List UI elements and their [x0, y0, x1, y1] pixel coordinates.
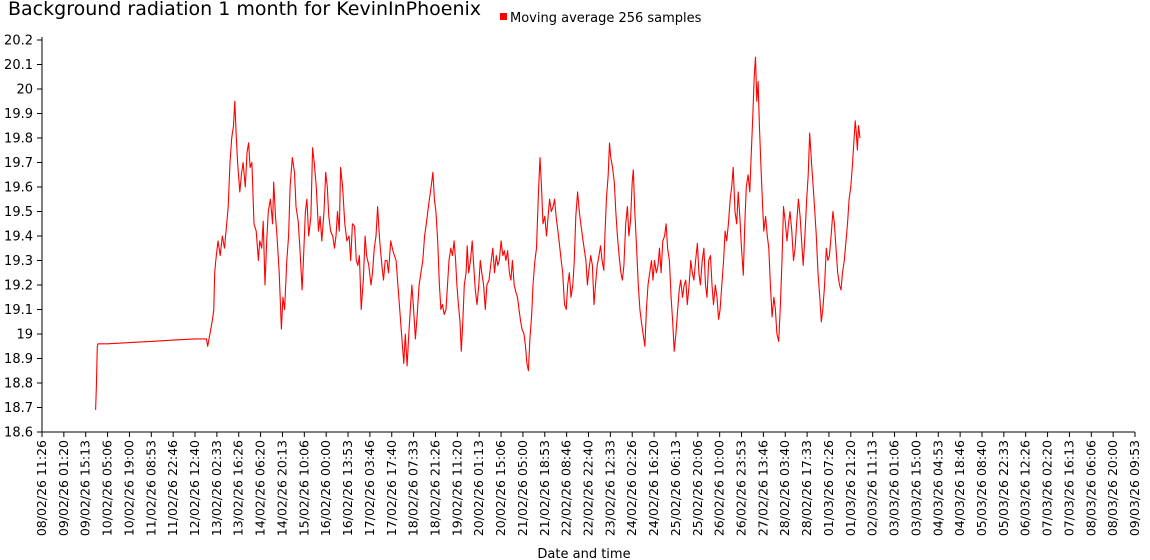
x-tick-label: 21/02/26 05:00: [515, 440, 530, 536]
series-layer: [95, 56, 861, 410]
x-tick-label: 02/03/26 11:13: [865, 440, 880, 536]
x-tick-label: 17/02/26 03:46: [362, 440, 377, 536]
x-tick-label: 07/03/26 02:20: [1040, 440, 1055, 536]
y-tick-label: 20: [16, 83, 33, 98]
x-tick-label: 28/02/26 17:33: [799, 440, 814, 536]
x-tick-label: 05/03/26 08:40: [974, 440, 989, 536]
x-tick-label: 14/02/26 06:20: [253, 440, 268, 536]
x-tick-label: 15/02/26 10:06: [296, 440, 311, 536]
x-tick-label: 14/02/26 20:13: [274, 440, 289, 536]
x-tick-label: 09/03/26 09:53: [1127, 440, 1142, 536]
series-line-0: [95, 56, 861, 410]
x-axis-label: Date and time: [537, 547, 630, 560]
x-tick-label: 26/02/26 23:53: [734, 440, 749, 536]
x-tick-label: 26/02/26 10:00: [712, 440, 727, 536]
x-tick-label: 20/02/26 01:13: [471, 440, 486, 536]
y-tick-label: 19.6: [4, 181, 33, 196]
x-tick-label: 16/02/26 13:53: [340, 440, 355, 536]
x-tick-label: 07/03/26 16:13: [1061, 440, 1076, 536]
x-tick-label: 20/02/26 15:06: [493, 440, 508, 536]
x-tick-label: 13/02/26 02:33: [209, 440, 224, 536]
x-tick-label: 04/03/26 18:46: [952, 440, 967, 536]
x-tick-label: 18/02/26 07:33: [406, 440, 421, 536]
y-tick-label: 20.1: [4, 58, 33, 73]
y-tick-label: 19.4: [4, 230, 33, 245]
x-tick-label: 24/02/26 16:20: [646, 440, 661, 536]
y-axis: 18.6 18.7 18.8 18.9 19 19.1 19.2 19.3 19.4 19.5 19…: [4, 34, 43, 441]
y-tick-label: 19.9: [4, 107, 33, 122]
legend-swatch: [500, 13, 507, 20]
x-tick-label: 03/03/26 01:06: [887, 440, 902, 536]
y-tick-label: 19.3: [4, 254, 33, 269]
y-tick-label: 19.1: [4, 303, 33, 318]
x-tick-label: 10/02/26 19:00: [121, 440, 136, 536]
x-tick-label: 04/03/26 04:53: [930, 440, 945, 536]
x-tick-label: 25/02/26 06:13: [668, 440, 683, 536]
x-tick-label: 09/02/26 01:20: [56, 440, 71, 536]
y-tick-label: 18.6: [4, 426, 33, 441]
x-tick-label: 05/03/26 22:33: [996, 440, 1011, 536]
x-tick-label: 25/02/26 20:06: [690, 440, 705, 536]
x-tick-label: 24/02/26 02:26: [624, 440, 639, 536]
legend: Moving average 256 samples: [500, 11, 702, 26]
x-tick-label: 27/02/26 13:46: [755, 440, 770, 536]
y-tick-label: 20.2: [4, 34, 33, 49]
x-tick-label: 17/02/26 17:40: [384, 440, 399, 536]
y-tick-label: 18.8: [4, 377, 33, 392]
x-tick-label: 18/02/26 21:26: [427, 440, 442, 536]
legend-label: Moving average 256 samples: [510, 11, 702, 26]
x-tick-label: 16/02/26 00:00: [318, 440, 333, 536]
x-tick-label: 13/02/26 16:26: [231, 440, 246, 536]
x-tick-label: 11/02/26 22:46: [165, 440, 180, 536]
x-tick-label: 08/02/26 11:26: [34, 440, 49, 536]
x-axis: 08/02/26 11:26 09/02/26 01:20 09/02/26 15:…: [34, 431, 1142, 536]
x-tick-label: 11/02/26 08:53: [143, 440, 158, 536]
chart-title: Background radiation 1 month for KevinIn…: [8, 0, 481, 20]
x-tick-label: 22/02/26 08:46: [559, 440, 574, 536]
x-tick-label: 01/03/26 07:26: [821, 440, 836, 536]
x-tick-label: 23/02/26 12:33: [602, 440, 617, 536]
y-tick-label: 19.2: [4, 279, 33, 294]
y-tick-label: 19.8: [4, 132, 33, 147]
x-tick-label: 12/02/26 12:40: [187, 440, 202, 536]
x-tick-label: 21/02/26 18:53: [537, 440, 552, 536]
x-tick-label: 08/03/26 20:00: [1105, 440, 1120, 536]
x-tick-label: 28/02/26 03:40: [777, 440, 792, 536]
x-tick-label: 06/03/26 12:26: [1018, 440, 1033, 536]
y-tick-label: 19: [16, 328, 33, 343]
y-tick-label: 19.5: [4, 205, 33, 220]
y-tick-label: 18.7: [4, 401, 33, 416]
x-tick-label: 19/02/26 11:20: [449, 440, 464, 536]
y-tick-label: 19.7: [4, 156, 33, 171]
x-tick-label: 03/03/26 15:00: [908, 440, 923, 536]
x-tick-label: 22/02/26 22:40: [581, 440, 596, 536]
y-tick-label: 18.9: [4, 352, 33, 367]
x-tick-label: 08/03/26 06:06: [1083, 440, 1098, 536]
x-tick-label: 01/03/26 21:20: [843, 440, 858, 536]
x-tick-label: 10/02/26 05:06: [100, 440, 115, 536]
x-tick-label: 09/02/26 15:13: [78, 440, 93, 536]
